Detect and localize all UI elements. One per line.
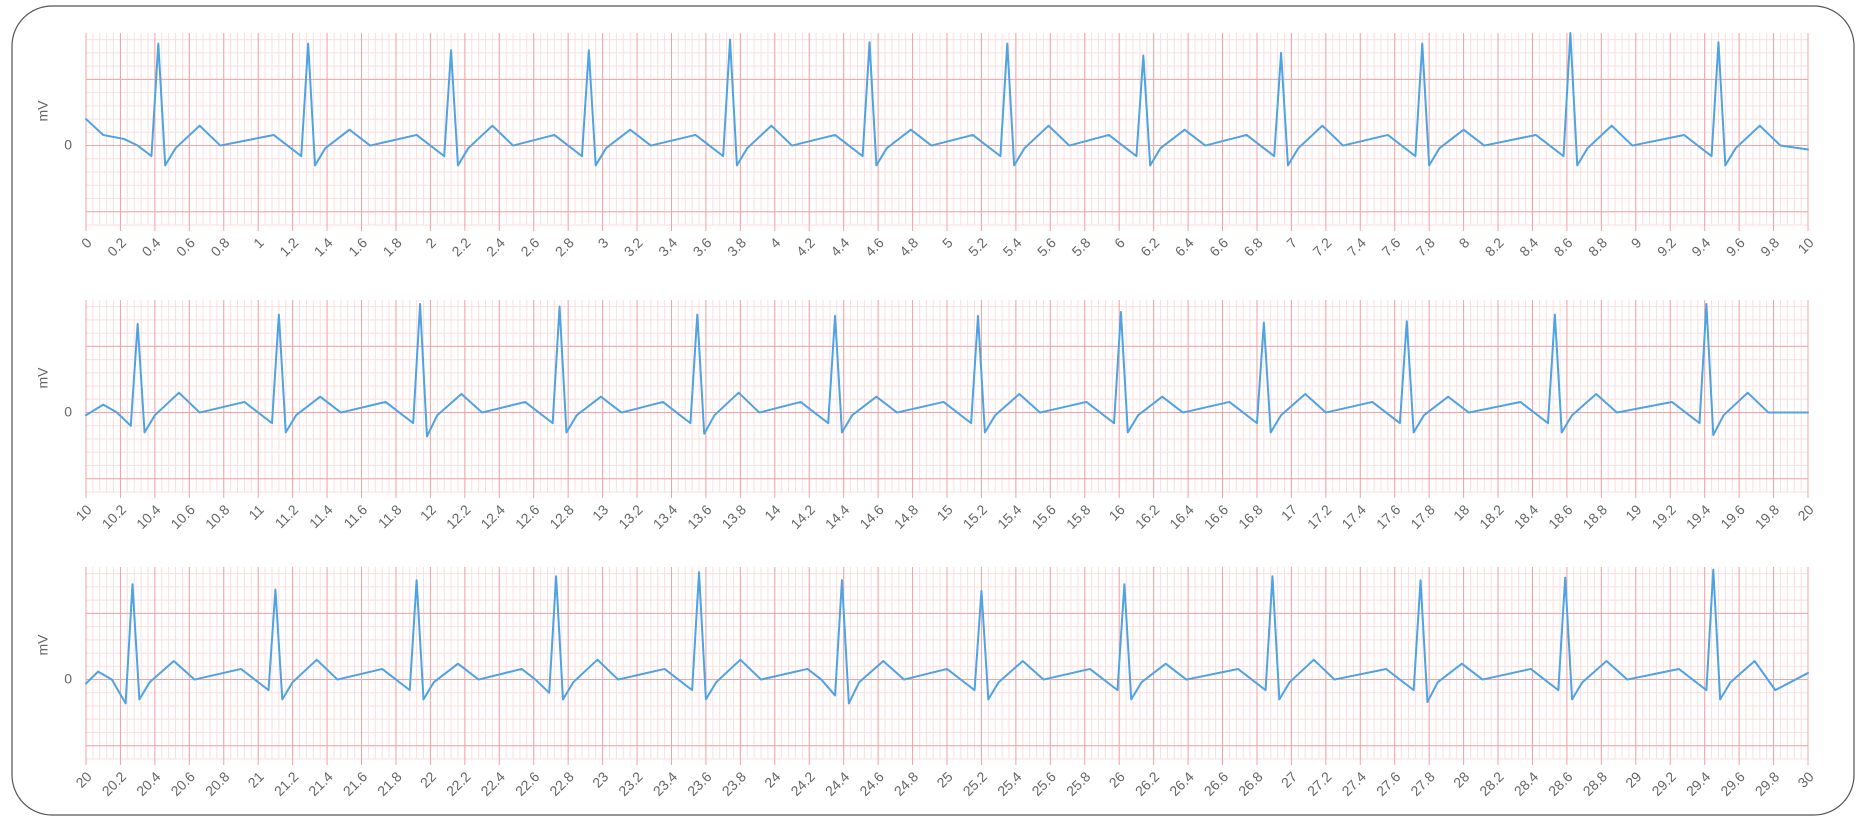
y-tick-label: 0 — [64, 136, 72, 152]
y-axis-label: mV — [35, 367, 51, 389]
y-axis-label: mV — [35, 100, 51, 122]
y-tick-label: 0 — [64, 403, 72, 419]
ecg-trace — [85, 568, 1809, 705]
y-axis-label: mV — [35, 634, 51, 656]
y-tick-label: 0 — [64, 670, 72, 686]
ecg-trace — [85, 32, 1809, 167]
ecg-trace — [85, 302, 1809, 438]
